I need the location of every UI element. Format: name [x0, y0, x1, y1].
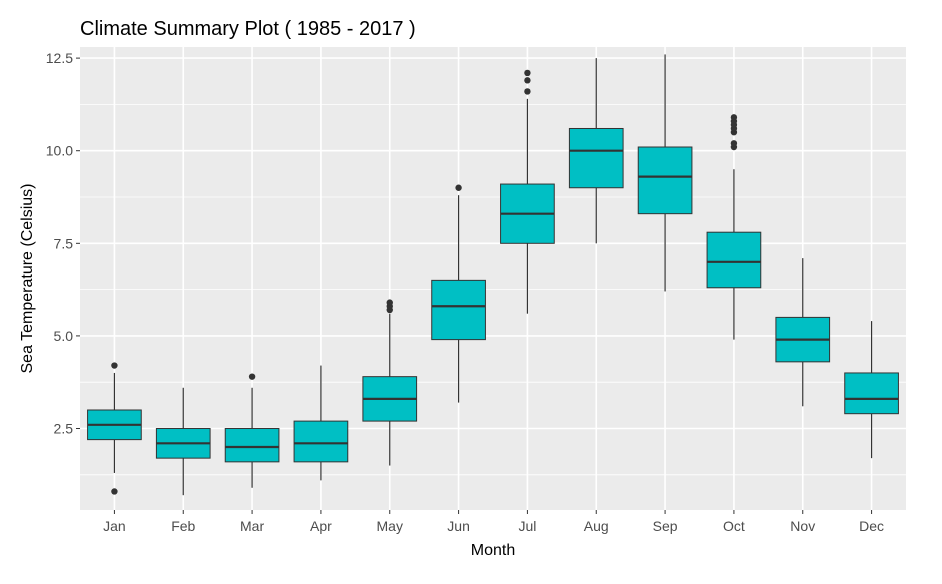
box-body	[568, 127, 624, 189]
outlier-point	[248, 373, 256, 380]
x-tick-label: Aug	[584, 518, 609, 534]
box-jan	[87, 362, 142, 495]
box-aug	[568, 58, 624, 244]
x-tick-label: Mar	[240, 518, 264, 534]
outlier-point	[111, 488, 118, 495]
box-feb	[155, 387, 211, 496]
plot-panel	[80, 47, 906, 510]
y-tick-label: 12.5	[46, 50, 73, 66]
axes-layer: 2.5 5.0 7.5 10.0 12.5 Jan Feb Mar Apr May Jun Jul Au…	[46, 50, 884, 534]
x-tick-label: Jul	[518, 518, 536, 534]
box-mar	[224, 373, 280, 488]
y-tick-label: 10.0	[46, 143, 73, 159]
x-axis-label: Month	[471, 542, 515, 559]
box-nov	[775, 258, 831, 407]
boxes-layer	[87, 54, 899, 496]
y-axis-label: Sea Temperature (Celsius)	[19, 183, 36, 373]
box-sep	[637, 54, 693, 292]
box-body	[706, 231, 762, 289]
chart-title: Climate Summary Plot ( 1985 - 2017 )	[80, 18, 416, 40]
x-tick-label: Dec	[859, 518, 884, 534]
outlier-point	[386, 299, 393, 306]
y-tick-label: 7.5	[54, 235, 74, 251]
x-tick-label: Oct	[723, 518, 745, 534]
box-jun	[431, 184, 486, 403]
y-tick-label: 2.5	[54, 421, 74, 437]
x-tick-label: Apr	[310, 518, 332, 534]
outlier-point	[111, 362, 118, 369]
box-body	[431, 279, 486, 341]
x-tick-label: Nov	[790, 518, 815, 534]
box-body	[224, 428, 280, 463]
outlier-point	[524, 77, 531, 84]
x-tick-label: Sep	[653, 518, 678, 534]
box-may	[362, 299, 418, 466]
box-dec	[844, 321, 899, 459]
box-body	[293, 420, 349, 463]
box-apr	[293, 365, 349, 481]
box-jul	[500, 69, 555, 314]
x-tick-label: Jun	[447, 518, 470, 534]
x-tick-label: Feb	[171, 518, 195, 534]
outlier-point	[730, 140, 738, 147]
box-body	[844, 372, 899, 415]
box-body	[637, 146, 693, 215]
y-tick-label: 5.0	[54, 328, 74, 344]
box-oct	[706, 114, 762, 340]
outlier-point	[524, 69, 531, 77]
x-tick-label: Jan	[103, 518, 126, 534]
outlier-point	[730, 114, 738, 121]
x-tick-label: May	[377, 518, 403, 534]
outlier-point	[524, 88, 531, 95]
outlier-point	[455, 184, 462, 191]
